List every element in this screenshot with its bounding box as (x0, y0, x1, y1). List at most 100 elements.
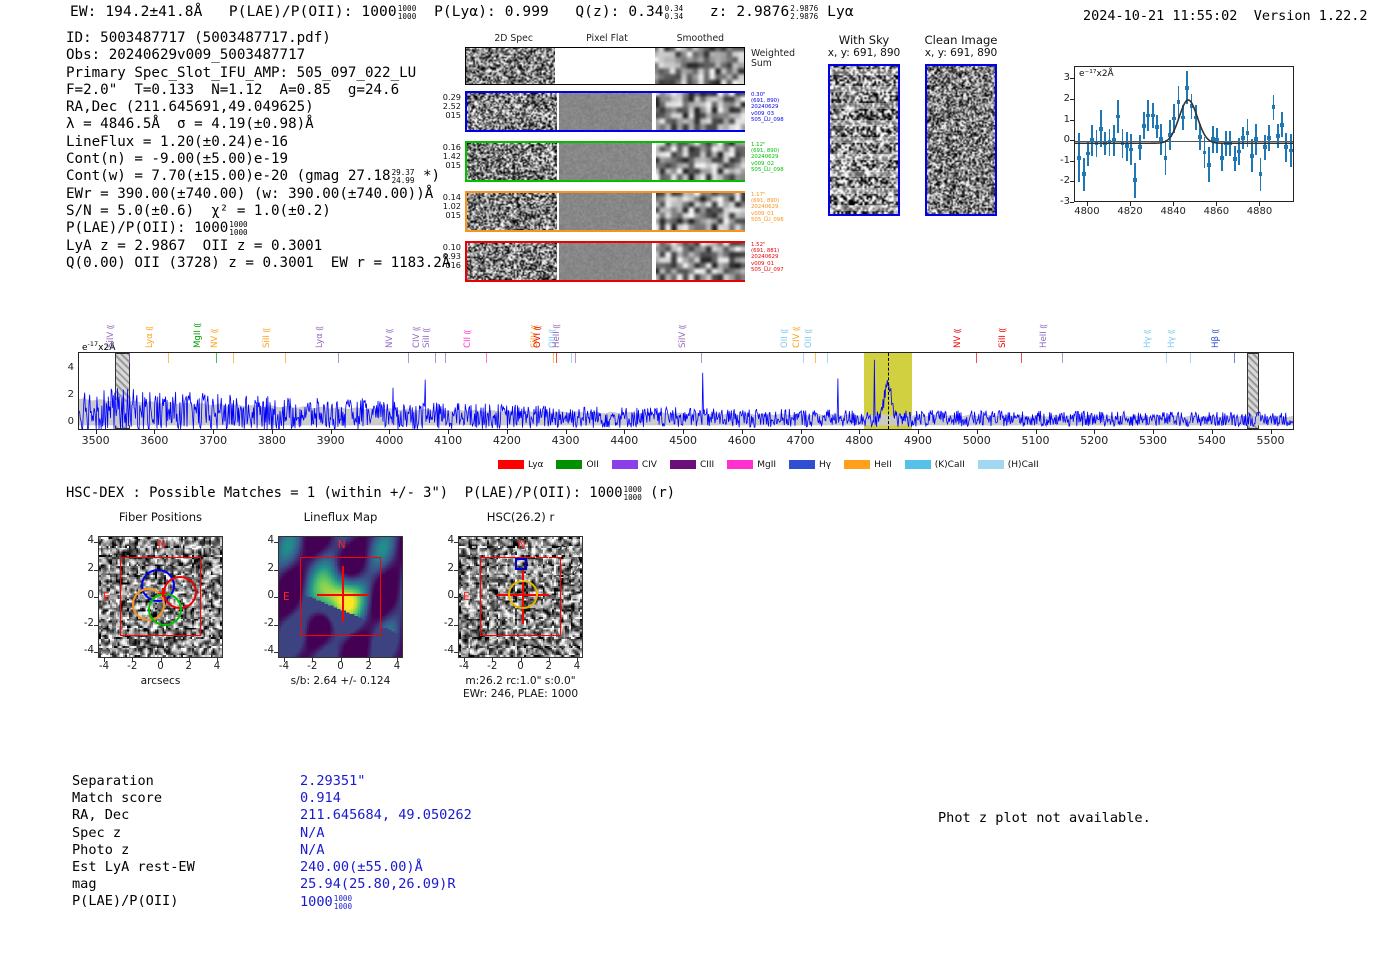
cutout-x-tick-mark (464, 658, 465, 662)
data-point (1142, 123, 1146, 128)
cutout-y-tick: -4 (263, 645, 274, 656)
spectrum-x-tick-mark (95, 430, 97, 434)
weighted-sum-2dspec (466, 48, 556, 84)
legend-label: CIII (699, 460, 715, 470)
match-table-value: 240.00(±55.00)Å (300, 859, 423, 876)
emission-line-label: CII ⸨ (462, 329, 473, 348)
spectrum-x-tick-mark (1153, 430, 1154, 434)
fiber-2dspec (467, 93, 558, 130)
cutout-x-tick-mark (284, 658, 285, 662)
emission-line-tick (553, 353, 555, 363)
fiber-circle[interactable] (147, 593, 182, 627)
spectrum-x-tick: 5200 (1080, 434, 1109, 447)
emission-line-label: SiII ⸨ (422, 327, 433, 348)
summary-fraction: 1000 1000 (398, 5, 417, 21)
spec2d-column-header: 2D Spec (494, 33, 533, 44)
full-spectrum-plot[interactable]: e-17x2Å 0 2 4 3500 3600 3700 3800 3900 4000 4100 42… (60, 290, 1320, 470)
cutout-y-tick-mark (274, 597, 278, 598)
fiber-row[interactable] (465, 191, 745, 232)
z-frac-top: 2.9876 (790, 4, 819, 13)
data-point (1258, 172, 1263, 177)
emission-line-tick (129, 353, 131, 363)
spectrum-x-tick-mark (683, 430, 685, 434)
legend-label: CIV (641, 460, 657, 470)
dashed-source-circle (546, 546, 579, 579)
info-line-lambda: λ = 4846.5Å σ = 4.19(±0.98)Å (66, 116, 314, 133)
fiber-left-label: 015 (445, 210, 461, 220)
spectrum-x-tick-mark (918, 430, 920, 434)
fiber-row[interactable] (465, 241, 745, 282)
qz-frac-top: 0.34 (664, 4, 684, 13)
sky-cutout-image[interactable] (925, 64, 997, 216)
fiber-meta-label: 1.17" (751, 192, 766, 198)
emission-line-label: Lyα ⸨ (314, 326, 325, 348)
aperture-circle[interactable] (508, 580, 538, 609)
y-axis-tick: 1 (1063, 113, 1070, 125)
data-point (1129, 147, 1133, 152)
data-point (1116, 114, 1121, 119)
cutout-x-tick: 2 (365, 661, 372, 672)
sky-band (830, 137, 898, 143)
cutout-y-tick-mark (454, 597, 458, 598)
fiber-row[interactable] (465, 141, 745, 182)
spectrum-y-tick: 0 (67, 415, 74, 427)
emission-line-tick (233, 353, 235, 363)
y-tick-mark (1070, 98, 1074, 100)
emission-line-tick (485, 353, 487, 363)
x-tick-mark (1259, 202, 1261, 206)
fiber-2dspec (467, 193, 558, 230)
sky-cutout-image[interactable] (828, 64, 900, 216)
fiber-meta-label: (691, 881) (751, 248, 780, 255)
emission-line-label: NV ⸨ (385, 328, 396, 348)
data-point (1262, 145, 1267, 150)
emission-line-tick (408, 353, 410, 363)
data-point (1150, 113, 1155, 118)
data-point (1249, 153, 1254, 158)
fiber-pixelflat (559, 193, 652, 230)
match-table-value: N/A (300, 841, 325, 858)
cutout-y-tick-mark (94, 542, 98, 543)
spectrum-x-tick: 5500 (1256, 434, 1285, 447)
fiber-meta-label: 505_LU_098 (751, 166, 784, 173)
cutout-y-tick-mark (274, 652, 278, 653)
cutout-x-tick: -2 (127, 661, 138, 672)
data-point (1081, 172, 1086, 177)
data-point (1172, 116, 1177, 121)
hscdex-heading-text: HSC-DEX : Possible Matches = 1 (within +… (66, 485, 623, 501)
spectrum-x-tick: 4900 (904, 434, 933, 447)
cutout-x-tick-mark (217, 658, 218, 662)
match-table-row: P(LAE)/P(OII) 10001000 1000 (72, 894, 472, 911)
cutout-y-tick-mark (454, 652, 458, 653)
fiber-row[interactable] (465, 91, 745, 132)
data-point (1211, 137, 1215, 142)
emission-plot-frame: e⁻¹⁷x2Å (1074, 66, 1294, 202)
plae-fraction: 1000 1000 (229, 221, 247, 237)
emission-line-tick (434, 353, 436, 363)
spectrum-frame[interactable] (78, 352, 1294, 430)
spectrum-annotation: e-17x2Å (82, 340, 116, 353)
spectrum-x-tick-mark (859, 430, 861, 434)
x-tick-mark (1173, 202, 1175, 206)
spectrum-x-tick: 3900 (316, 434, 345, 447)
qz-fraction: 0.34 0.34 (665, 5, 684, 21)
hscdex-heading: HSC-DEX : Possible Matches = 1 (within +… (66, 485, 675, 502)
spectrum-x-tick-mark (976, 430, 978, 434)
emission-line-plot[interactable]: e⁻¹⁷x2Å -3 -2 -1 0 1 2 3 4800 4820 4840 4860 4880 (1040, 60, 1300, 222)
legend-entry: HeII (844, 460, 892, 470)
fiber-meta-label: 505_LU_098 (751, 116, 784, 123)
data-point (1202, 150, 1207, 155)
spectrum-x-tick: 5400 (1197, 434, 1226, 447)
info-line-snr: S/N = 5.0(±0.6) χ² = 1.0(±0.2) (66, 202, 331, 219)
legend-entry: Lyα (498, 460, 543, 470)
emission-line-label: Lyα ⸨ (145, 326, 156, 348)
cutout-x-tick-mark (188, 658, 190, 662)
spectrum-y-tick: 2 (67, 389, 74, 401)
fiber-meta-label: 505_LU_097 (751, 266, 784, 273)
emission-line-label: OII ⸨ (780, 329, 791, 348)
legend-swatch (977, 460, 1004, 469)
x-tick-mark (1216, 202, 1218, 206)
fiber-right-labels: 1.52" (691, 881) 20240629 v009_01 505_LU_097 (751, 242, 803, 273)
